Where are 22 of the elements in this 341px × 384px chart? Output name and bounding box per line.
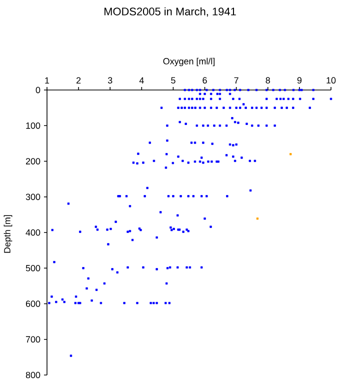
x-tick-label: 8 (266, 77, 270, 84)
x-tick-label: 9 (297, 77, 302, 84)
y-tick-label: 600 (26, 300, 40, 307)
x-tick-label: 10 (326, 77, 336, 84)
y-tick-label: 800 (26, 372, 40, 378)
y-tick-label: 100 (26, 122, 40, 129)
x-tick-label: 3 (108, 77, 112, 84)
x-tick-label: 5 (171, 77, 176, 84)
x-tick-label: 7 (234, 77, 238, 84)
y-tick-label: 400 (26, 229, 40, 236)
chart-title: MODS2005 in March, 1941 (104, 7, 236, 17)
x-tick-label: 1 (45, 77, 50, 84)
y-axis-title: Depth [m] (4, 215, 12, 253)
x-tick-label: 2 (76, 77, 81, 84)
y-tick-label: 700 (26, 336, 40, 343)
y-tick-label: 0 (36, 86, 40, 94)
y-tick-label: 200 (26, 158, 40, 164)
x-tick-label: 6 (202, 77, 207, 84)
x-axis-title: Oxygen [ml/l] (163, 58, 215, 66)
x-tick-label: 4 (139, 77, 144, 84)
y-tick-label: 300 (26, 194, 40, 200)
y-tick-label: 500 (26, 264, 40, 272)
